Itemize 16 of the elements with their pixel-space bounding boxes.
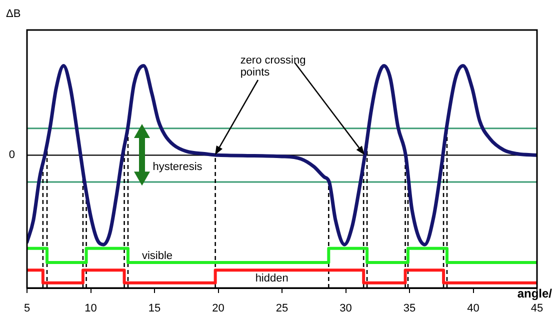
x-tick-label: 15 [148, 302, 161, 315]
x-tick-label: 35 [403, 302, 416, 315]
x-tick-label: 20 [212, 302, 224, 315]
ref-line-label: 0 [8, 149, 15, 162]
x-tick-label: 40 [467, 302, 480, 315]
x-tick-label: 25 [276, 302, 288, 315]
x-tick-label: 5 [24, 302, 30, 315]
series-label: visible [142, 250, 173, 262]
x-tick-label: 45 [530, 302, 544, 315]
x-tick-label: 10 [84, 302, 97, 315]
y-axis-title: ΔB [6, 8, 21, 20]
x-tick-label: 30 [340, 302, 352, 315]
annotation: hysteresis [152, 161, 203, 174]
annotation: zero crossing points [240, 54, 306, 79]
x-axis-title: angle/ [517, 286, 553, 300]
series-label: hidden [255, 272, 288, 285]
